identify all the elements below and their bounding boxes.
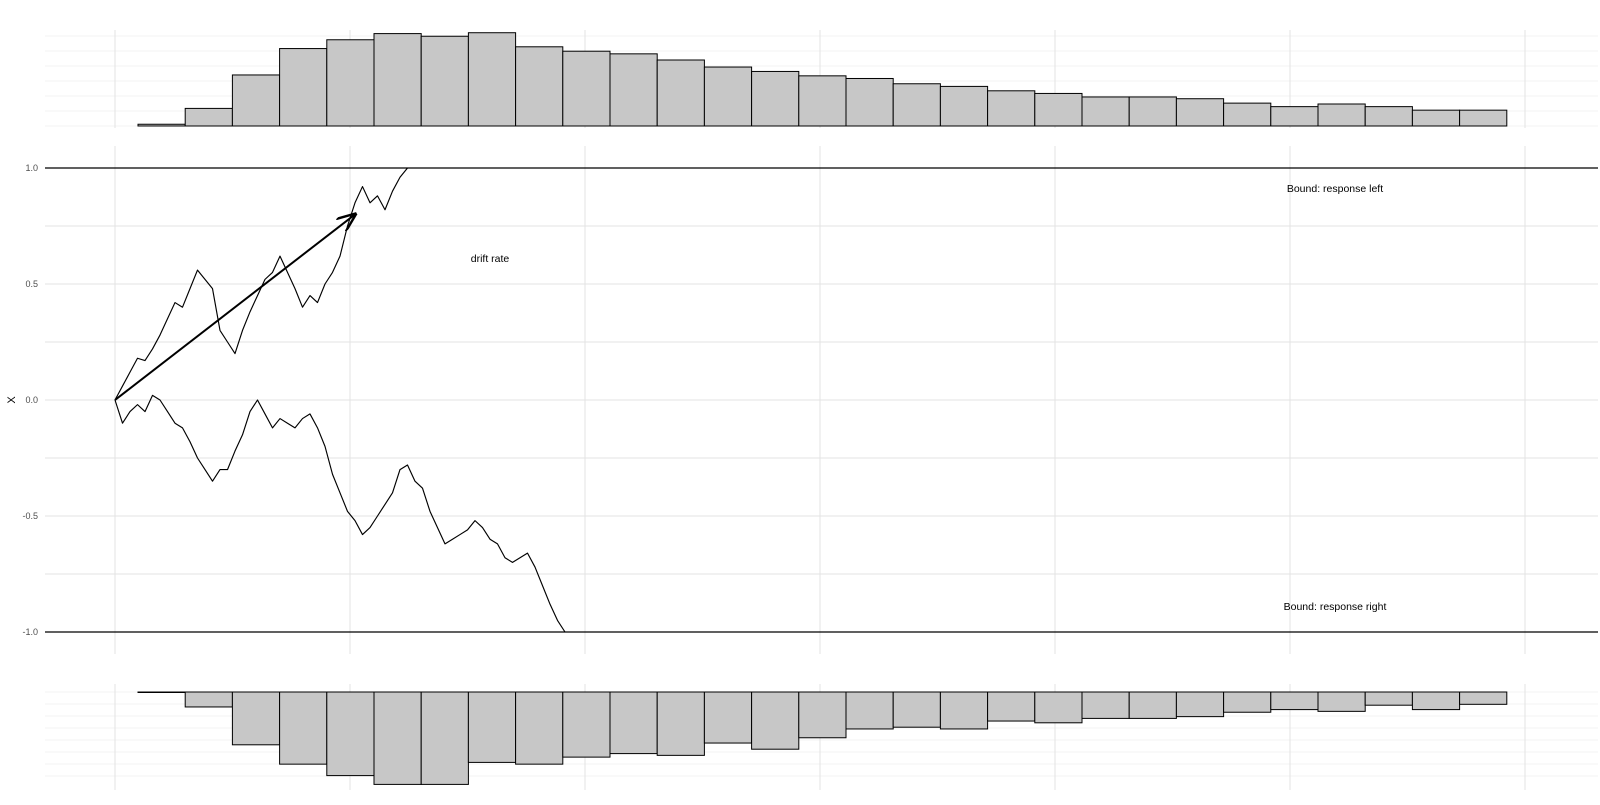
histogram-top [137, 32, 1508, 127]
histogram-top-bar [798, 75, 847, 127]
histogram-bottom [137, 691, 1508, 785]
histogram-bottom-bar [1223, 691, 1272, 713]
grid-layer [45, 30, 1598, 790]
histogram-bottom-bar [751, 691, 800, 750]
histogram-bottom-bar [1459, 691, 1508, 705]
histogram-top-bar [1364, 106, 1413, 127]
histogram-top-bar [751, 70, 800, 127]
histogram-bottom-bar [467, 691, 517, 763]
histogram-top-bar [656, 59, 705, 127]
histogram-bottom-bar [562, 691, 611, 758]
histogram-top-bar [1081, 96, 1130, 127]
histogram-bottom-bar [609, 691, 658, 755]
histogram-top-bar [137, 123, 186, 127]
histogram-bottom-bar [845, 691, 894, 730]
histogram-top-bar [1270, 106, 1319, 127]
histogram-bottom-bar [1270, 691, 1319, 711]
histogram-top-bar [1459, 109, 1508, 127]
histogram-top-bar [1223, 102, 1272, 127]
histogram-top-bar [231, 74, 281, 127]
drift-rate-arrow [114, 214, 355, 401]
y-axis-title: X [6, 396, 18, 404]
histogram-top-bar [184, 107, 233, 127]
histogram-top-bar [515, 46, 564, 127]
histogram-top-bar [1034, 92, 1083, 127]
histogram-top-bar [1317, 103, 1366, 127]
histogram-bottom-bar [939, 691, 989, 730]
histogram-bottom-bar [1128, 691, 1177, 719]
bound-top-label: Bound: response left [1287, 183, 1383, 195]
histogram-bottom-bar [1364, 691, 1413, 706]
y-tick-label: -1.0 [22, 627, 38, 637]
y-tick-label: 1.0 [25, 163, 38, 173]
histogram-bottom-bar [1411, 691, 1461, 711]
histogram-bottom-bar [703, 691, 753, 744]
main-panel [45, 167, 1598, 633]
histogram-top-bar [939, 85, 989, 127]
histogram-bottom-bar [1317, 691, 1366, 712]
histogram-top-bar [373, 33, 422, 127]
histogram-bottom-bar [231, 691, 281, 746]
histogram-top-bar [467, 32, 517, 127]
histogram-top-bar [609, 53, 658, 127]
histogram-top-bar [845, 77, 894, 127]
histogram-bottom-bar [1034, 691, 1083, 724]
histogram-top-bar [1128, 96, 1177, 127]
histogram-bottom-bar [373, 691, 422, 785]
y-tick-label: 0.0 [25, 395, 38, 405]
histogram-bottom-bar [515, 691, 564, 765]
histogram-bottom-bar [656, 691, 705, 756]
histogram-top-bar [562, 50, 611, 127]
histogram-top-bar [892, 83, 941, 127]
y-tick-label: 0.5 [25, 279, 38, 289]
histogram-bottom-bar [420, 691, 469, 785]
histogram-bottom-bar [326, 691, 375, 777]
histogram-top-bar [326, 39, 375, 127]
y-tick-label: -0.5 [22, 511, 38, 521]
histogram-top-bar [420, 35, 469, 127]
histogram-top-bar [1411, 109, 1461, 127]
y-tick-labels: 1.0 0.5 0.0 -0.5 -1.0 [22, 163, 38, 637]
histogram-bottom-bar [892, 691, 941, 728]
histogram-bottom-bar [1175, 691, 1225, 718]
histogram-bottom-bar [798, 691, 847, 739]
bound-bottom-label: Bound: response right [1284, 601, 1387, 613]
drift-rate-label: drift rate [471, 253, 510, 265]
histogram-bottom-bar [137, 691, 186, 693]
histogram-top-bar [1175, 98, 1225, 127]
histogram-top-bar [703, 66, 753, 127]
histogram-bottom-bar [279, 691, 328, 765]
histogram-bottom-bar [184, 691, 233, 708]
histogram-top-bar [279, 48, 328, 127]
histogram-bottom-bar [1081, 691, 1130, 719]
histogram-top-bar [987, 90, 1036, 127]
histogram-bottom-bar [987, 691, 1036, 722]
path-lower [114, 394, 566, 633]
